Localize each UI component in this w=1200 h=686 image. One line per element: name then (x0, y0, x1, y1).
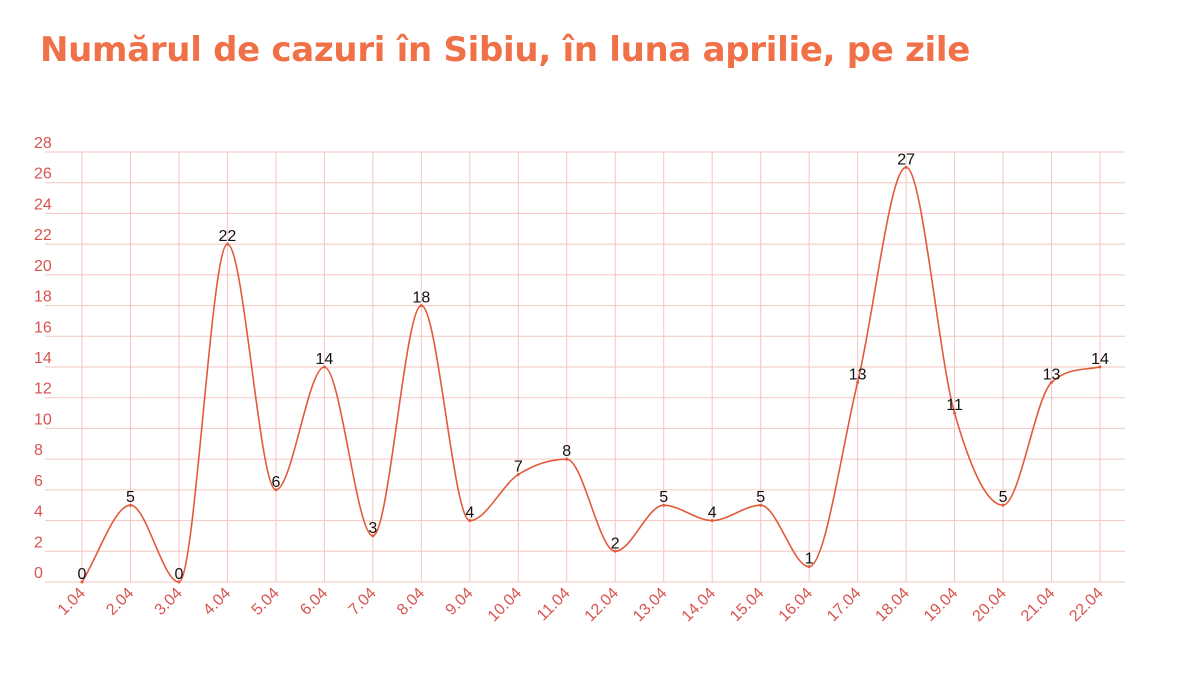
x-tick-label: 13.04 (630, 585, 670, 625)
y-tick-label: 16 (34, 319, 52, 336)
x-tick-label: 6.04 (297, 585, 331, 619)
x-tick-label: 9.04 (443, 585, 477, 619)
x-tick-label: 20.04 (970, 585, 1010, 625)
chart-title: Numărul de cazuri în Sibiu, în luna apri… (40, 30, 971, 70)
y-tick-label: 12 (34, 381, 52, 398)
data-point (904, 165, 908, 169)
x-tick-label: 4.04 (200, 585, 234, 619)
data-point (274, 488, 278, 492)
data-label: 14 (1091, 351, 1109, 368)
data-point (710, 519, 714, 523)
data-label: 1 (805, 551, 814, 568)
y-tick-label: 28 (34, 135, 52, 152)
x-tick-label: 15.04 (727, 585, 767, 625)
data-label: 2 (611, 535, 620, 552)
data-label: 4 (708, 505, 717, 522)
x-tick-label: 2.04 (103, 585, 137, 619)
x-tick-label: 7.04 (346, 585, 380, 619)
data-label: 3 (368, 520, 377, 537)
y-tick-label: 0 (34, 565, 43, 582)
x-tick-label: 11.04 (534, 585, 574, 625)
data-point (516, 473, 520, 476)
x-tick-label: 16.04 (776, 585, 816, 625)
y-tick-label: 22 (34, 227, 52, 244)
grid (45, 151, 1125, 583)
data-label: 4 (465, 505, 474, 522)
y-tick-label: 10 (34, 411, 52, 428)
data-label: 11 (946, 397, 963, 414)
data-label: 5 (126, 489, 135, 506)
data-label: 22 (219, 228, 237, 245)
x-tick-label: 18.04 (873, 585, 913, 625)
x-tick-label: 14.04 (679, 585, 719, 625)
y-tick-label: 4 (34, 504, 43, 521)
data-labels: 0 5 0 22 6 14 3 18 4 7 8 2 5 4 5 1 13 27 11 5 13 14 (78, 151, 1109, 583)
data-point (1001, 503, 1005, 507)
x-tick-label: 12.04 (582, 585, 622, 625)
data-point (468, 519, 472, 523)
x-tick-label: 19.04 (921, 585, 961, 625)
x-tick-label: 1.04 (55, 585, 89, 619)
data-point (371, 534, 375, 538)
data-label: 13 (849, 366, 867, 383)
data-point (419, 304, 423, 308)
x-tick-label: 10.04 (485, 585, 525, 625)
data-label: 18 (412, 290, 430, 307)
data-point (856, 380, 860, 384)
y-tick-label: 24 (34, 196, 52, 213)
data-point (128, 503, 132, 507)
data-label: 7 (514, 459, 523, 476)
x-tick-label: 22.04 (1066, 585, 1106, 625)
data-point (225, 242, 229, 246)
data-point (613, 549, 617, 553)
y-tick-label: 18 (34, 289, 52, 306)
data-label: 27 (897, 151, 915, 168)
data-label: 6 (271, 474, 280, 491)
y-tick-label: 26 (34, 166, 52, 183)
data-point (1050, 380, 1054, 384)
data-point (322, 365, 326, 369)
data-point (807, 565, 811, 569)
y-tick-label: 8 (34, 442, 43, 459)
data-label: 5 (659, 489, 668, 506)
data-label: 13 (1043, 366, 1061, 383)
data-label: 0 (78, 566, 87, 583)
data-point (662, 503, 666, 507)
data-point (759, 503, 763, 507)
data-point (565, 457, 569, 461)
data-label: 5 (756, 489, 765, 506)
x-tick-label: 21.04 (1018, 585, 1058, 625)
series (80, 165, 1102, 584)
y-tick-label: 2 (34, 534, 43, 551)
x-axis: 1.04 2.04 3.04 4.04 5.04 6.04 7.04 8.04 9.04 10.0… (55, 585, 1107, 625)
data-label: 8 (562, 443, 571, 460)
x-tick-label: 3.04 (152, 585, 186, 619)
y-tick-label: 20 (34, 258, 52, 275)
y-tick-label: 6 (34, 473, 43, 490)
y-tick-label: 14 (34, 350, 52, 367)
x-tick-label: 5.04 (249, 585, 283, 619)
data-label: 14 (315, 351, 333, 368)
data-point (1098, 365, 1102, 369)
data-label: 0 (174, 566, 183, 583)
data-point (953, 411, 957, 415)
data-point (80, 580, 84, 584)
data-point (177, 580, 181, 584)
data-label: 5 (999, 489, 1008, 506)
x-tick-label: 17.04 (824, 585, 864, 625)
x-tick-label: 8.04 (394, 585, 428, 619)
series-line (81, 166, 1101, 583)
